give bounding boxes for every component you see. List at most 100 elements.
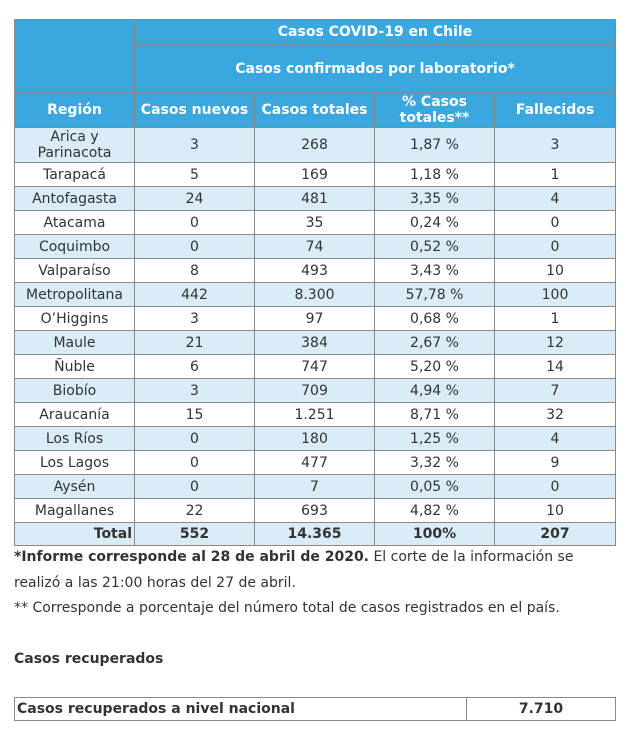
cell-nuevos: 21 [134, 330, 255, 355]
cell-fallecidos: 4 [493, 426, 617, 451]
cell-fallecidos: 100 [493, 282, 617, 307]
table-row: Antofagasta 24 481 3,35 % 4 [14, 186, 617, 211]
cell-nuevos: 442 [134, 282, 255, 307]
cell-fallecidos: 32 [493, 402, 617, 427]
cell-totales: 7 [254, 474, 375, 499]
table-row: Biobío 3 709 4,94 % 7 [14, 378, 617, 403]
footnote-cutoff-time: realizó a las 21:00 horas del 27 de abri… [14, 575, 296, 591]
cell-nuevos: 3 [134, 306, 255, 331]
cell-fallecidos: 0 [493, 234, 617, 259]
cell-totales: 1.251 [254, 402, 375, 427]
cell-nuevos: 0 [134, 210, 255, 235]
cell-fallecidos: 9 [493, 450, 617, 475]
cell-region: Aysén [14, 474, 135, 499]
cell-region: O’Higgins [14, 306, 135, 331]
cell-totales: 493 [254, 258, 375, 283]
cell-totales: 481 [254, 186, 375, 211]
cell-pct: 1,25 % [374, 426, 495, 451]
cell-pct: 8,71 % [374, 402, 495, 427]
cell-region: Valparaíso [14, 258, 135, 283]
col-header-region: Región [14, 92, 135, 128]
table-row: Los Ríos 0 180 1,25 % 4 [14, 426, 617, 451]
cell-pct: 0,68 % [374, 306, 495, 331]
cell-nuevos: 15 [134, 402, 255, 427]
covid-table-container: Casos COVID-19 en Chile Casos confirmado… [14, 19, 617, 546]
cell-totales: 8.300 [254, 282, 375, 307]
footnote-report-date: *Informe corresponde al 28 de abril de 2… [14, 549, 573, 565]
cell-nuevos: 0 [134, 450, 255, 475]
table-subtitle: Casos confirmados por laboratorio* [133, 44, 617, 93]
header-corner [14, 19, 135, 93]
cell-region: Los Lagos [14, 450, 135, 475]
cell-totales: 74 [254, 234, 375, 259]
table-row: Coquimbo 0 74 0,52 % 0 [14, 234, 617, 259]
cell-nuevos: 6 [134, 354, 255, 379]
cell-nuevos: 0 [134, 234, 255, 259]
cell-fallecidos: 7 [493, 378, 617, 403]
cell-region: Atacama [14, 210, 135, 235]
cell-pct: 5,20 % [374, 354, 495, 379]
cell-totales: 384 [254, 330, 375, 355]
footnote-report-date-bold: *Informe corresponde al 28 de abril de 2… [14, 549, 370, 565]
col-header-fallecidos: Fallecidos [493, 92, 617, 128]
table-body: Arica y Parinacota 3 268 1,87 % 3 Tarapacá 5 1… [14, 127, 617, 546]
covid-cases-table: Casos COVID-19 en Chile Casos confirmado… [14, 19, 617, 546]
table-row: Valparaíso 8 493 3,43 % 10 [14, 258, 617, 283]
table-row: Los Lagos 0 477 3,32 % 9 [14, 450, 617, 475]
cell-region: Antofagasta [14, 186, 135, 211]
cell-fallecidos: 0 [493, 210, 617, 235]
cell-pct: 0,05 % [374, 474, 495, 499]
cell-fallecidos: 10 [493, 498, 617, 523]
recovered-value: 7.710 [466, 697, 616, 721]
cell-fallecidos: 1 [493, 306, 617, 331]
cell-totales: 97 [254, 306, 375, 331]
table-row: Maule 21 384 2,67 % 12 [14, 330, 617, 355]
cell-fallecidos: 1 [493, 162, 617, 187]
cell-nuevos: 0 [134, 474, 255, 499]
cell-region: Biobío [14, 378, 135, 403]
total-row: Total 552 14.365 100% 207 [14, 522, 617, 546]
total-totales: 14.365 [254, 522, 375, 546]
cell-fallecidos: 14 [493, 354, 617, 379]
col-header-casos-nuevos: Casos nuevos [134, 92, 255, 128]
cell-pct: 0,52 % [374, 234, 495, 259]
cell-totales: 35 [254, 210, 375, 235]
cell-pct: 3,32 % [374, 450, 495, 475]
cell-pct: 57,78 % [374, 282, 495, 307]
cell-nuevos: 3 [134, 127, 255, 163]
table-row: Araucanía 15 1.251 8,71 % 32 [14, 402, 617, 427]
total-fallecidos: 207 [493, 522, 617, 546]
cell-totales: 747 [254, 354, 375, 379]
footnote-report-date-rest: El corte de la información se [369, 549, 574, 565]
total-label: Total [14, 522, 135, 546]
cell-region: Metropolitana [14, 282, 135, 307]
table-row: Tarapacá 5 169 1,18 % 1 [14, 162, 617, 187]
cell-region: Arica y Parinacota [14, 127, 135, 163]
cell-totales: 693 [254, 498, 375, 523]
table-row: Ñuble 6 747 5,20 % 14 [14, 354, 617, 379]
cell-pct: 1,18 % [374, 162, 495, 187]
cell-pct: 3,43 % [374, 258, 495, 283]
cell-totales: 268 [254, 127, 375, 163]
cell-totales: 709 [254, 378, 375, 403]
table-row: Metropolitana 442 8.300 57,78 % 100 [14, 282, 617, 307]
cell-region: Ñuble [14, 354, 135, 379]
cell-fallecidos: 0 [493, 474, 617, 499]
total-pct: 100% [374, 522, 495, 546]
table-row: O’Higgins 3 97 0,68 % 1 [14, 306, 617, 331]
cell-nuevos: 0 [134, 426, 255, 451]
col-header-pct-casos-totales: % Casos totales** [374, 92, 495, 128]
cell-pct: 1,87 % [374, 127, 495, 163]
cell-pct: 2,67 % [374, 330, 495, 355]
footnote-percentage: ** Corresponde a porcentaje del número t… [14, 600, 560, 616]
cell-nuevos: 24 [134, 186, 255, 211]
cell-pct: 0,24 % [374, 210, 495, 235]
table-row: Arica y Parinacota 3 268 1,87 % 3 [14, 127, 617, 163]
cell-totales: 169 [254, 162, 375, 187]
cell-fallecidos: 12 [493, 330, 617, 355]
cell-nuevos: 5 [134, 162, 255, 187]
cell-pct: 4,82 % [374, 498, 495, 523]
cell-fallecidos: 4 [493, 186, 617, 211]
table-row: Magallanes 22 693 4,82 % 10 [14, 498, 617, 523]
cell-region: Tarapacá [14, 162, 135, 187]
